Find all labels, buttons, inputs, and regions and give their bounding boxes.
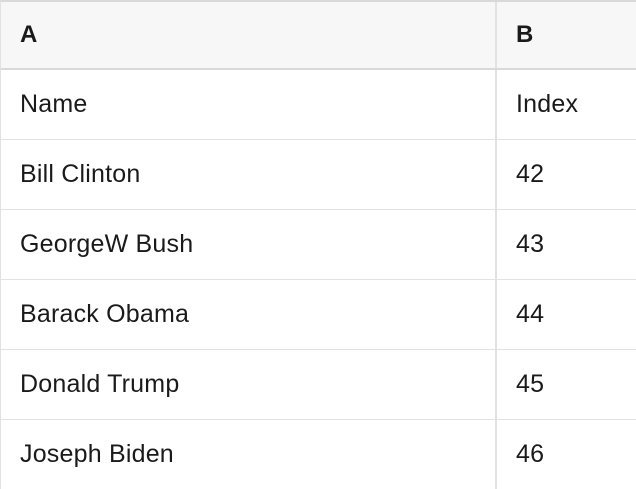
cell-a5-text: Donald Trump xyxy=(20,370,180,398)
cell-b4[interactable]: 44 xyxy=(497,280,636,349)
cell-b1-text: Index xyxy=(516,90,579,118)
cell-b3-text: 43 xyxy=(516,230,545,258)
cell-a2[interactable]: Bill Clinton xyxy=(1,140,497,209)
cell-b6-text: 46 xyxy=(516,440,545,468)
cell-a6-text: Joseph Biden xyxy=(20,440,174,468)
cell-a6[interactable]: Joseph Biden xyxy=(1,420,497,489)
cell-a5[interactable]: Donald Trump xyxy=(1,350,497,419)
cell-b3[interactable]: 43 xyxy=(497,210,636,279)
table-row: Barack Obama 44 xyxy=(1,280,636,350)
cell-a1[interactable]: Name xyxy=(1,70,497,139)
column-header-a[interactable]: A xyxy=(1,2,497,68)
table-row: Name Index xyxy=(1,70,636,140)
cell-a2-text: Bill Clinton xyxy=(20,160,141,188)
cell-b5-text: 45 xyxy=(516,370,545,398)
cell-b2[interactable]: 42 xyxy=(497,140,636,209)
cell-a3-text: GeorgeW Bush xyxy=(20,230,194,258)
column-header-b-label: B xyxy=(516,21,534,48)
column-header-b[interactable]: B xyxy=(497,2,636,68)
cell-b1[interactable]: Index xyxy=(497,70,636,139)
table-row: Joseph Biden 46 xyxy=(1,420,636,489)
table-row: Bill Clinton 42 xyxy=(1,140,636,210)
cell-a4-text: Barack Obama xyxy=(20,300,190,328)
table-row: Donald Trump 45 xyxy=(1,350,636,420)
cell-b4-text: 44 xyxy=(516,300,545,328)
column-header-row: A B xyxy=(1,2,636,70)
cell-a1-text: Name xyxy=(20,90,88,118)
cell-b5[interactable]: 45 xyxy=(497,350,636,419)
cell-a3[interactable]: GeorgeW Bush xyxy=(1,210,497,279)
cell-a4[interactable]: Barack Obama xyxy=(1,280,497,349)
cell-b6[interactable]: 46 xyxy=(497,420,636,489)
column-header-a-label: A xyxy=(20,21,38,48)
table-row: GeorgeW Bush 43 xyxy=(1,210,636,280)
cell-b2-text: 42 xyxy=(516,160,545,188)
